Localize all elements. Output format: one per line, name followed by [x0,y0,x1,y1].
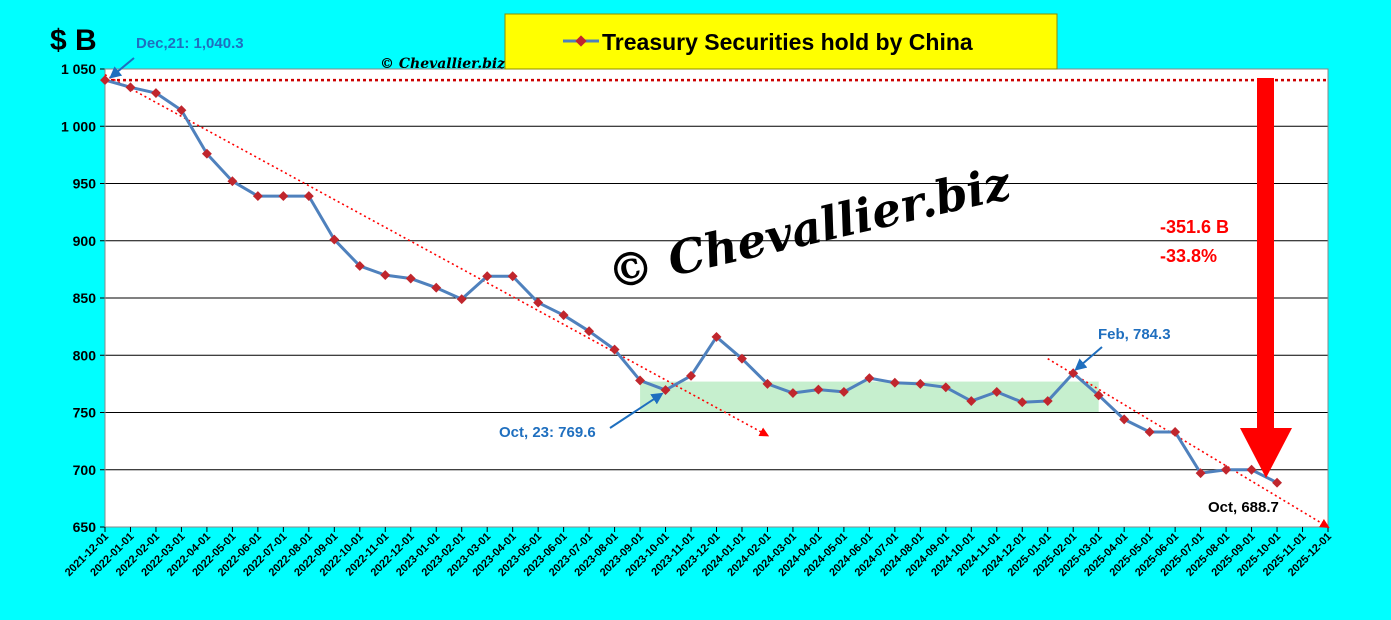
y-tick-label: 850 [73,290,97,306]
data-point [456,294,467,305]
data-point [660,385,671,396]
data-point [354,260,365,271]
data-point [151,88,161,98]
data-point [100,75,110,86]
data-point [635,375,646,386]
data-point [278,191,289,202]
chart-title-box: Treasury Securities hold by China [504,13,1058,70]
data-point [201,148,212,159]
data-point [1272,477,1282,488]
range-band [640,381,1099,413]
annotation-arrow-feb [1074,346,1103,371]
chart-title: Treasury Securities hold by China [602,29,973,55]
annotation-arrow-dec21 [109,57,135,79]
data-point [787,388,798,398]
data-point [176,105,187,116]
data-point [558,310,569,321]
data-point [609,344,620,355]
data-point [762,378,773,389]
y-tick-label: 700 [73,462,97,478]
y-tick-label: 900 [73,233,97,249]
data-point [737,353,747,364]
data-point [1221,464,1232,475]
data-point [889,377,900,388]
data-point [864,373,875,384]
data-point [1017,397,1028,408]
data-point [303,191,314,202]
data-point [813,384,824,395]
data-point [838,386,849,397]
drop-arrow [1240,78,1292,478]
data-point [584,326,595,337]
y-tick-label: 800 [73,347,97,363]
annotation-drop-percent: -33.8% [1160,246,1217,266]
data-point [966,396,977,406]
annotation-arrow-oct23 [609,392,664,429]
data-point [1195,468,1206,479]
y-tick-label: 750 [73,405,97,421]
trend-line-1 [104,74,770,437]
annotation-oct23: Oct, 23: 769.6 [499,424,596,441]
annotation-feb: Feb, 784.3 [1098,326,1171,343]
data-point [431,282,442,293]
annotations: Dec,21: 1,040.3 Oct, 23: 769.6 Feb, 784.… [109,35,1292,516]
data-point [380,270,391,281]
data-point [940,382,951,393]
data-point [1042,396,1053,406]
data-point [533,297,544,308]
data-point [252,191,263,202]
data-point [915,378,926,389]
data-point [1119,414,1130,425]
y-tick-label: 650 [73,519,97,535]
watermark-small: © Chevallier.biz [380,56,506,72]
y-tick-label: 1 050 [61,61,96,77]
data-point [227,176,238,187]
data-point [711,331,722,342]
y-tick-label: 1 000 [61,118,96,134]
annotation-oct25: Oct, 688.7 [1208,499,1279,516]
annotation-dec21: Dec,21: 1,040.3 [136,35,244,52]
data-point [405,273,416,284]
data-point [1144,427,1155,437]
data-point [686,370,696,381]
y-unit-label: $ B [50,24,97,57]
data-point [991,386,1002,397]
annotation-drop-absolute: -351.6 B [1160,217,1229,237]
legend-marker-icon [575,35,587,47]
data-point [482,271,493,282]
drop-arrow-shaft [1257,78,1274,430]
data-point [1093,390,1104,401]
data-point [1170,427,1181,437]
data-point [1246,464,1257,475]
drop-arrow-head [1240,428,1292,478]
y-tick-label: 950 [73,176,97,192]
data-point [329,234,340,245]
